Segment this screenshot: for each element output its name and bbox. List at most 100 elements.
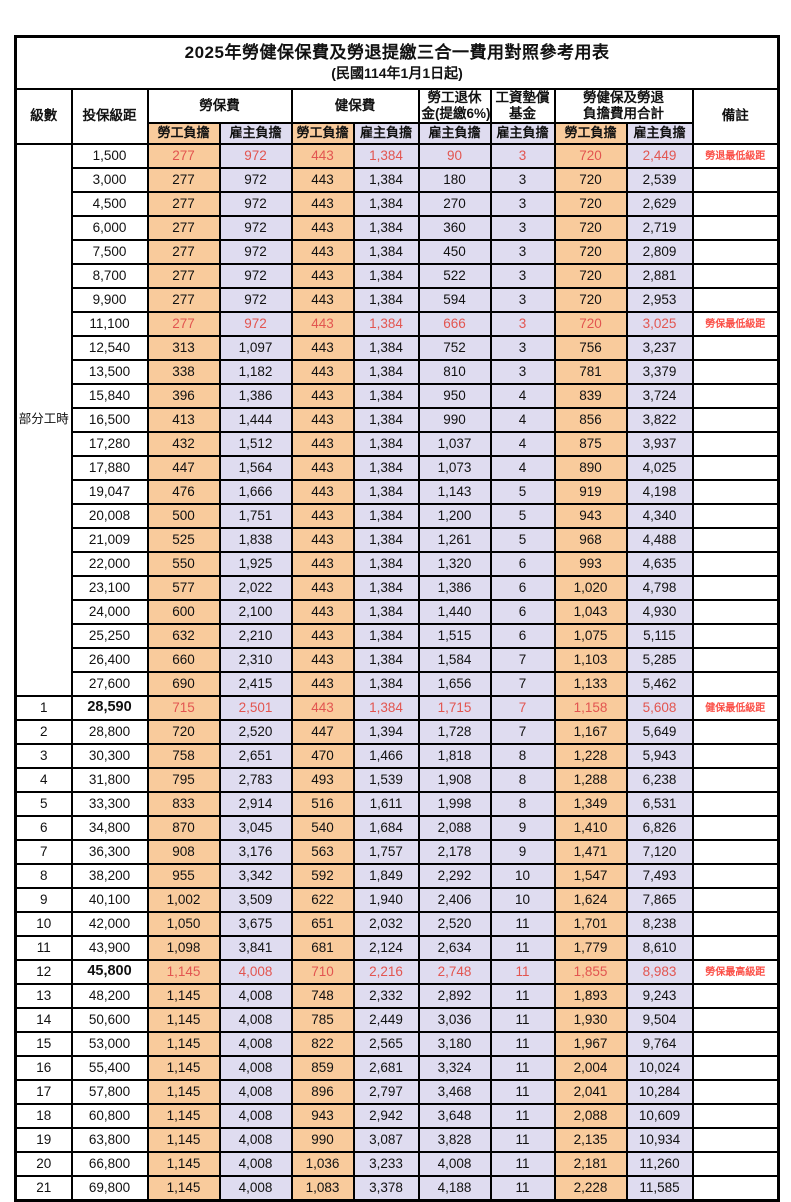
- remark-cell: [691, 455, 780, 481]
- subheader-total-employer: 雇主負擔: [625, 122, 694, 145]
- table-row: 部分工時 1,500 277 972 443 1,384 90 3 720 2,449 勞退最低級距: [14, 143, 780, 697]
- remark-cell: [691, 623, 780, 649]
- labor-employee-cell: 550: [146, 551, 221, 577]
- labor-employee-cell: 870: [146, 815, 221, 841]
- header-total: 勞健保及勞退 負擔費用合計: [553, 88, 694, 124]
- pension-employer-cell: 1,320: [417, 551, 492, 577]
- labor-employee-cell: 432: [146, 431, 221, 457]
- wage-fund-employer-cell: 3: [489, 215, 556, 241]
- labor-employer-cell: 4,008: [218, 1007, 293, 1033]
- level-cell: 15: [14, 1031, 73, 1057]
- bracket-cell: 38,200: [70, 863, 149, 889]
- remark-cell: [691, 1175, 780, 1202]
- labor-employee-cell: 1,145: [146, 983, 221, 1009]
- pension-employer-cell: 90: [417, 143, 492, 169]
- header-pension-line2: 金(提繳6%): [421, 106, 491, 121]
- health-employer-cell: 2,124: [352, 935, 420, 961]
- labor-employer-cell: 2,783: [218, 767, 293, 793]
- total-employer-cell: 7,120: [625, 839, 694, 865]
- labor-employee-cell: 715: [146, 695, 221, 721]
- health-employer-cell: 1,384: [352, 527, 420, 553]
- header-labor-insurance: 勞保費: [146, 88, 293, 124]
- bracket-cell: 28,590: [70, 695, 149, 721]
- level-cell: 5: [14, 791, 73, 817]
- pension-employer-cell: 522: [417, 263, 492, 289]
- labor-employer-cell: 1,564: [218, 455, 293, 481]
- total-employer-cell: 2,809: [625, 239, 694, 265]
- remark-cell: [691, 863, 780, 889]
- health-employee-cell: 443: [290, 143, 355, 169]
- labor-employee-cell: 795: [146, 767, 221, 793]
- bracket-cell: 30,300: [70, 743, 149, 769]
- wage-fund-employer-cell: 7: [489, 695, 556, 721]
- labor-employee-cell: 277: [146, 263, 221, 289]
- health-employee-cell: 443: [290, 239, 355, 265]
- pension-employer-cell: 1,998: [417, 791, 492, 817]
- total-employer-cell: 10,934: [625, 1127, 694, 1153]
- health-employer-cell: 2,942: [352, 1103, 420, 1129]
- labor-employer-cell: 2,022: [218, 575, 293, 601]
- pension-employer-cell: 360: [417, 215, 492, 241]
- bracket-cell: 17,280: [70, 431, 149, 457]
- bracket-cell: 34,800: [70, 815, 149, 841]
- health-employee-cell: 443: [290, 479, 355, 505]
- table-row: 16,500 413 1,444 443 1,384 990 4 856 3,822: [16, 407, 780, 433]
- total-employer-cell: 4,930: [625, 599, 694, 625]
- remark-cell: [691, 239, 780, 265]
- health-employee-cell: 896: [290, 1079, 355, 1105]
- total-employer-cell: 2,881: [625, 263, 694, 289]
- remark-cell: [691, 407, 780, 433]
- table-row: 3,000 277 972 443 1,384 180 3 720 2,539: [16, 167, 780, 193]
- table-row: 21,009 525 1,838 443 1,384 1,261 5 968 4,488: [16, 527, 780, 553]
- subheader-labor-employer: 雇主負擔: [218, 122, 293, 145]
- bracket-cell: 17,880: [70, 455, 149, 481]
- table-row: 13,500 338 1,182 443 1,384 810 3 781 3,379: [16, 359, 780, 385]
- health-employee-cell: 443: [290, 647, 355, 673]
- total-employer-cell: 3,822: [625, 407, 694, 433]
- pension-employer-cell: 666: [417, 311, 492, 337]
- labor-employee-cell: 833: [146, 791, 221, 817]
- health-employee-cell: 563: [290, 839, 355, 865]
- labor-employer-cell: 2,415: [218, 671, 293, 697]
- health-employer-cell: 2,216: [352, 959, 420, 985]
- subheader-fund-employer: 雇主負擔: [489, 122, 556, 145]
- health-employer-cell: 2,449: [352, 1007, 420, 1033]
- total-employee-cell: 720: [553, 263, 628, 289]
- health-employee-cell: 859: [290, 1055, 355, 1081]
- bracket-cell: 36,300: [70, 839, 149, 865]
- total-employer-cell: 2,953: [625, 287, 694, 313]
- pension-employer-cell: 2,520: [417, 911, 492, 937]
- pension-employer-cell: 1,515: [417, 623, 492, 649]
- health-employer-cell: 1,849: [352, 863, 420, 889]
- remark-cell: [691, 887, 780, 913]
- total-employee-cell: 1,020: [553, 575, 628, 601]
- header-wage-fund-line1: 工資墊償: [495, 90, 550, 106]
- total-employer-cell: 4,488: [625, 527, 694, 553]
- total-employee-cell: 2,135: [553, 1127, 628, 1153]
- total-employee-cell: 2,181: [553, 1151, 628, 1177]
- health-employer-cell: 1,384: [352, 359, 420, 385]
- wage-fund-employer-cell: 11: [489, 983, 556, 1009]
- remark-cell: [691, 551, 780, 577]
- total-employee-cell: 2,228: [553, 1175, 628, 1202]
- total-employee-cell: 2,041: [553, 1079, 628, 1105]
- labor-employee-cell: 1,145: [146, 1103, 221, 1129]
- table-row: 7 36,300 908 3,176 563 1,757 2,178 9 1,471 7,120: [14, 839, 780, 865]
- labor-employer-cell: 1,386: [218, 383, 293, 409]
- pension-employer-cell: 270: [417, 191, 492, 217]
- bracket-cell: 45,800: [70, 959, 149, 985]
- labor-employee-cell: 277: [146, 215, 221, 241]
- remark-cell: 勞保最低級距: [691, 311, 780, 337]
- bracket-cell: 24,000: [70, 599, 149, 625]
- level-cell: 1: [14, 695, 73, 721]
- health-employer-cell: 1,384: [352, 215, 420, 241]
- health-employer-cell: 1,384: [352, 503, 420, 529]
- wage-fund-employer-cell: 11: [489, 911, 556, 937]
- labor-employer-cell: 3,675: [218, 911, 293, 937]
- labor-employer-cell: 4,008: [218, 1103, 293, 1129]
- health-employee-cell: 990: [290, 1127, 355, 1153]
- health-employee-cell: 443: [290, 455, 355, 481]
- pension-employer-cell: 1,908: [417, 767, 492, 793]
- health-employer-cell: 1,384: [352, 335, 420, 361]
- bracket-cell: 43,900: [70, 935, 149, 961]
